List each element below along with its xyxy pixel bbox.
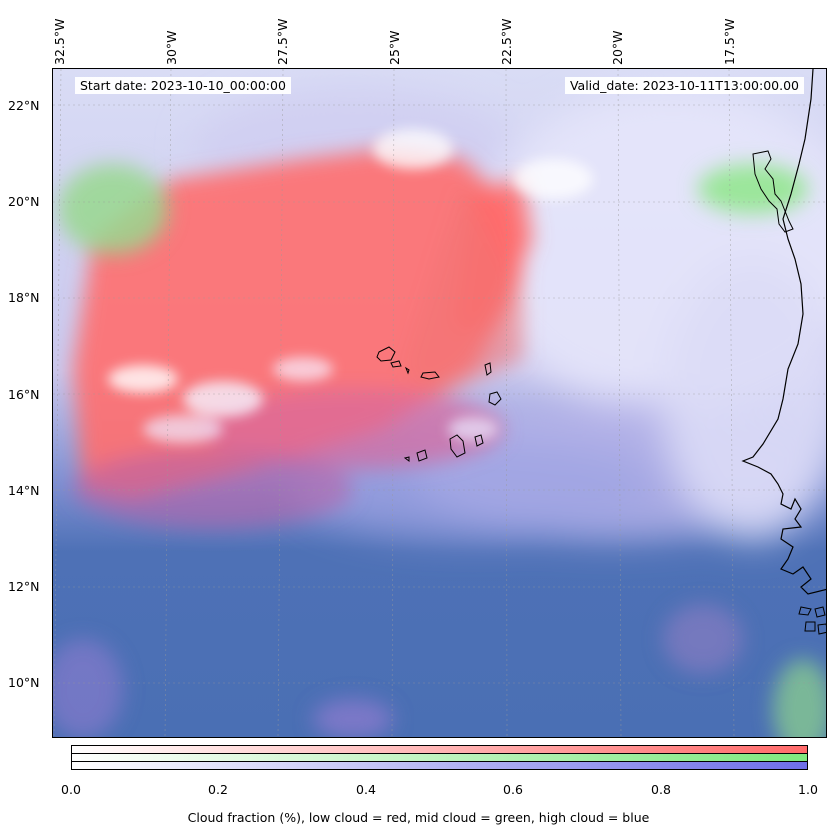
colorbar-svg (71, 745, 808, 770)
bright-cloud-cells (108, 129, 593, 443)
colorbar-tick: 0.0 (61, 782, 81, 797)
africa-coastline (741, 69, 826, 595)
colorbar-mid-cloud (71, 753, 808, 762)
lon-label: 22.5°W (499, 18, 514, 65)
lat-label: 12°N (8, 579, 40, 594)
colorbar-low-cloud (71, 745, 808, 754)
lat-label: 10°N (8, 675, 40, 690)
colorbar-high-cloud (71, 761, 808, 770)
lat-label: 14°N (8, 483, 40, 498)
start-date-label: Start date: 2023-10-10_00:00:00 (75, 77, 291, 94)
lat-label: 22°N (8, 98, 40, 113)
lon-label: 20°W (610, 30, 625, 65)
colorbar-tick: 1.0 (798, 782, 818, 797)
low-cloud-layer (73, 149, 533, 529)
coastal-islands (798, 606, 826, 635)
colorbar-tick: 0.6 (503, 782, 523, 797)
colorbar-tick: 0.8 (651, 782, 671, 797)
lon-label: 25°W (387, 30, 402, 65)
colorbar (71, 745, 808, 770)
colorbar-tick: 0.4 (356, 782, 376, 797)
high-cloud-layer (193, 89, 826, 539)
lon-label: 32.5°W (52, 18, 67, 65)
graticule (53, 69, 826, 737)
colorbar-caption: Cloud fraction (%), low cloud = red, mid… (187, 810, 650, 825)
lat-label: 20°N (8, 194, 40, 209)
lat-label: 16°N (8, 387, 40, 402)
lat-label: 18°N (8, 290, 40, 305)
colorbar-tick: 0.2 (208, 782, 228, 797)
valid-date-label: Valid_date: 2023-10-11T13:00:00.00 (564, 77, 804, 94)
cape-verde-islands (376, 346, 502, 462)
cloud-map[interactable]: Start date: 2023-10-10_00:00:00 Valid_da… (52, 68, 827, 738)
lon-label: 30°W (164, 30, 179, 65)
mid-cloud-layer (53, 164, 826, 737)
africa-coastline-detail (752, 150, 794, 233)
lon-label: 17.5°W (722, 18, 737, 65)
lon-label: 27.5°W (275, 18, 290, 65)
cloud-field-svg (53, 69, 826, 737)
